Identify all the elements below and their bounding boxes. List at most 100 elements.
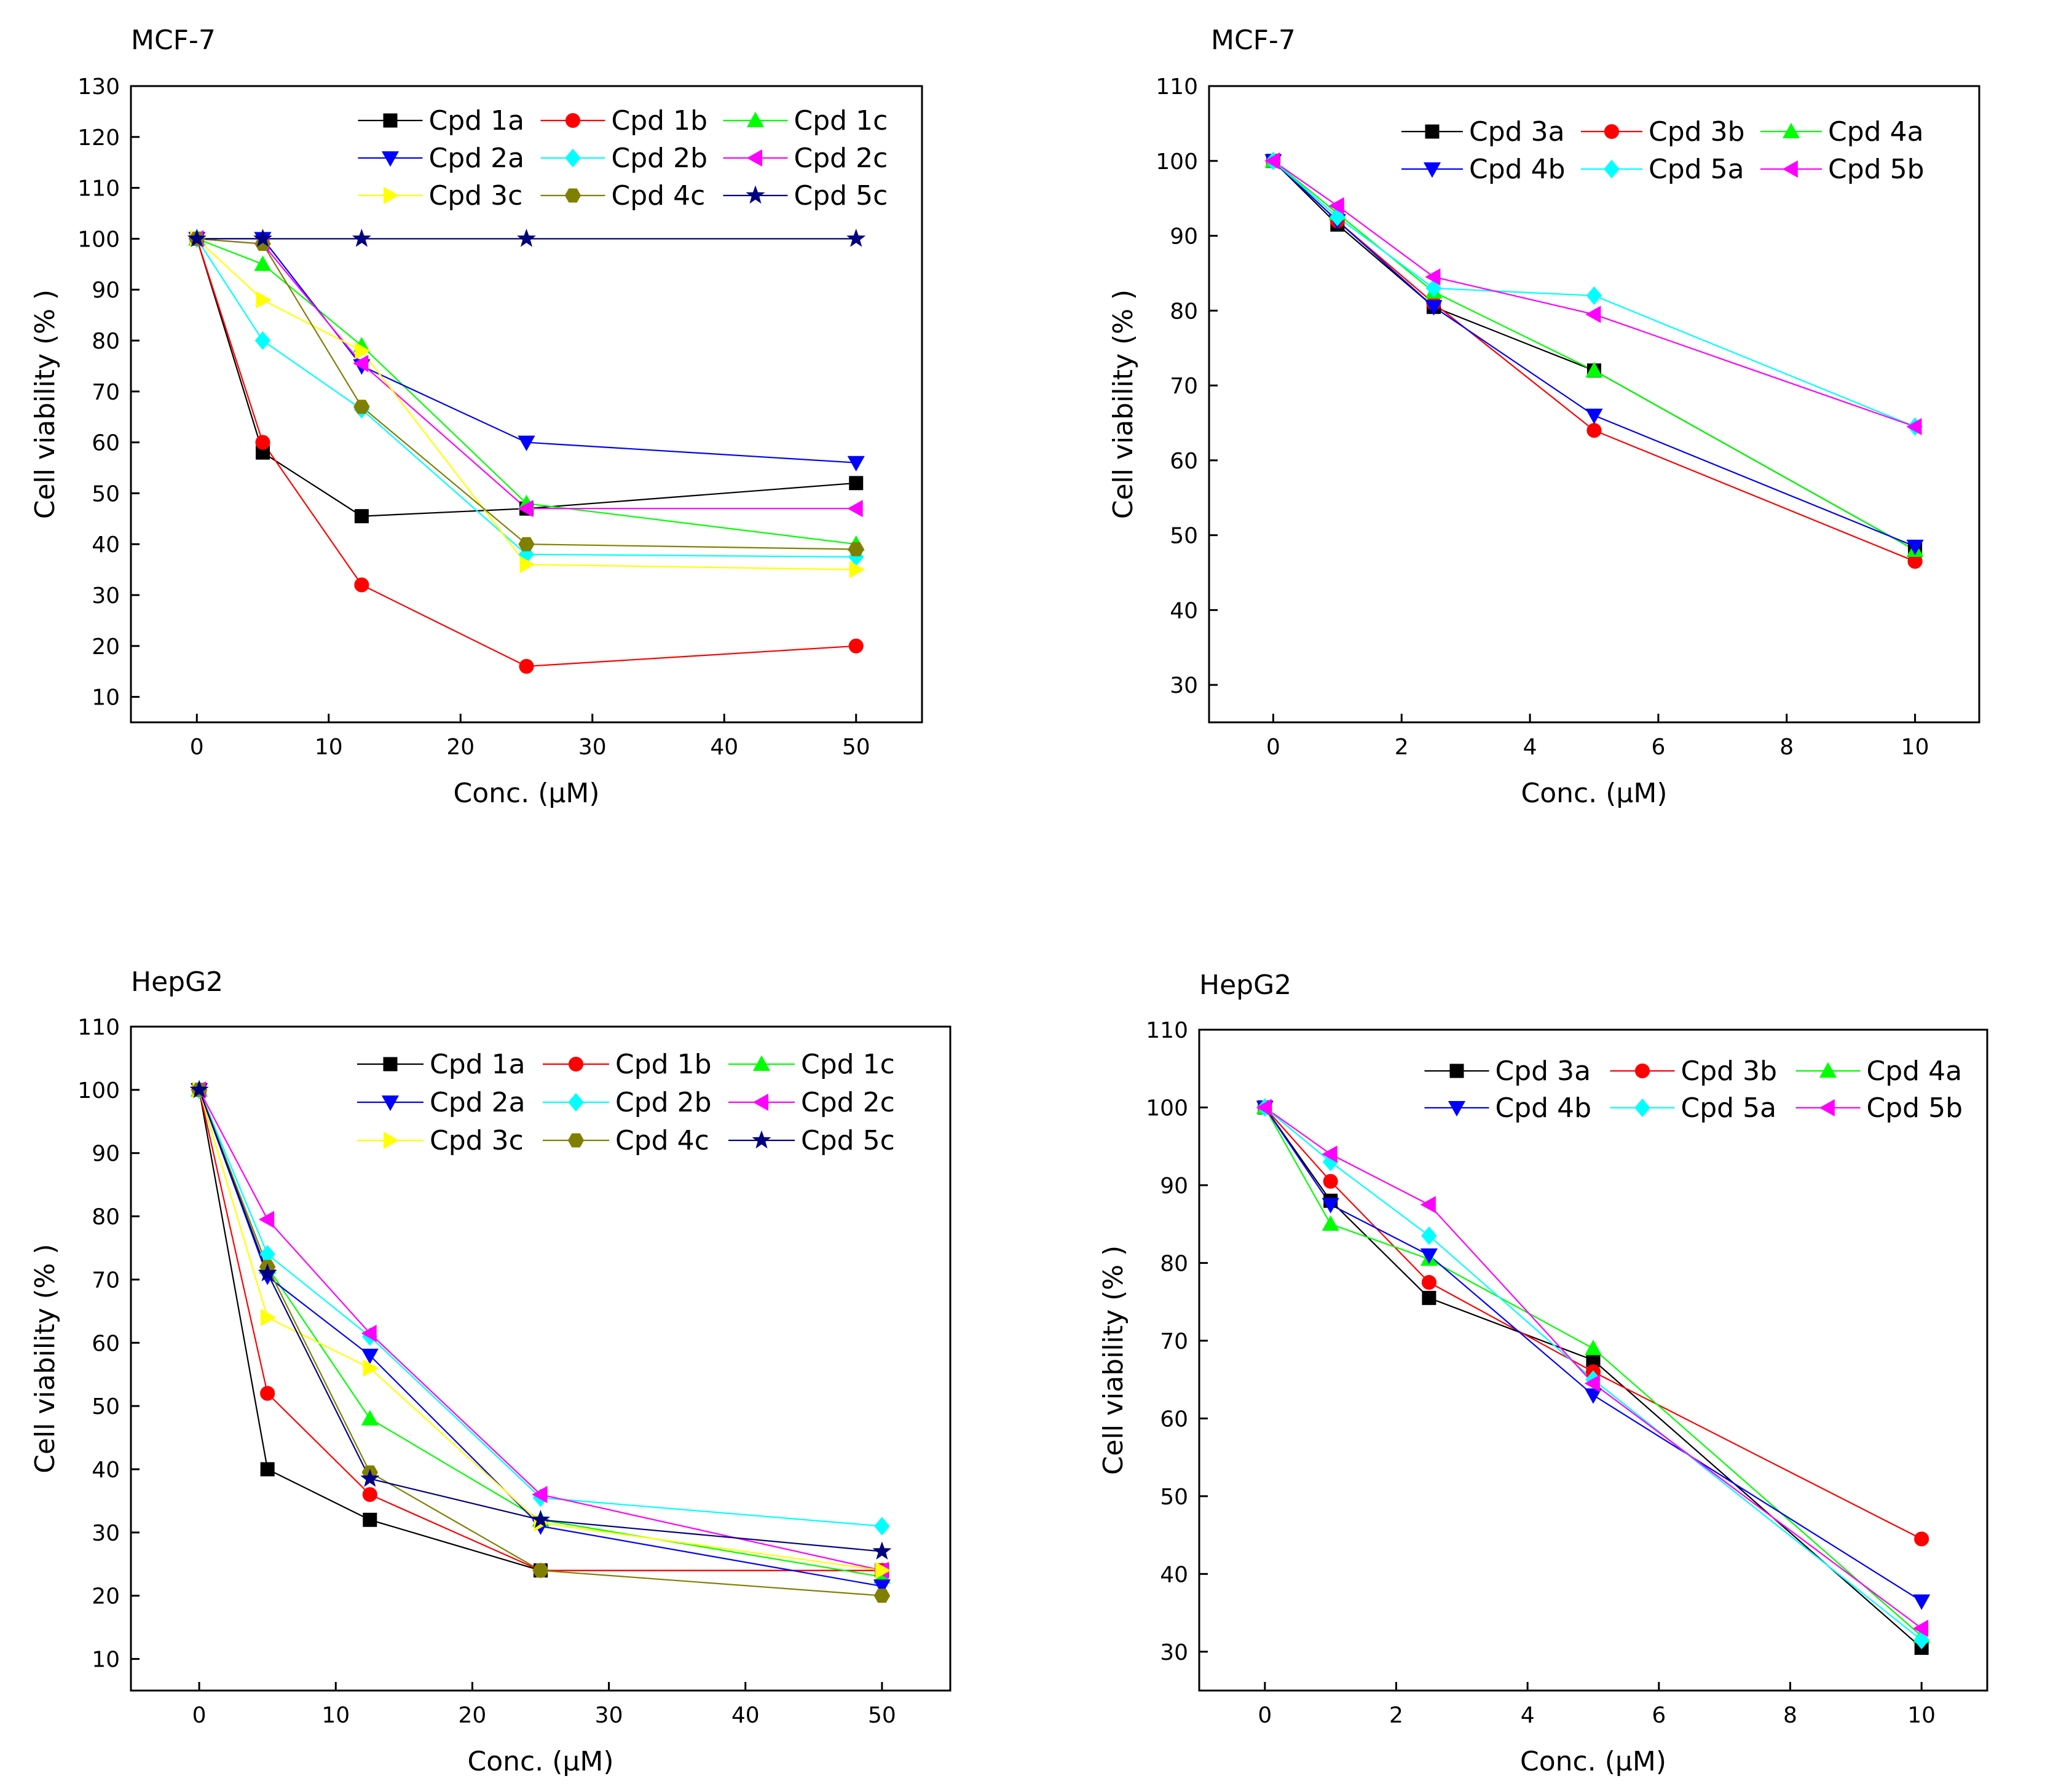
x-tick-label: 2 [1389,1703,1403,1728]
y-tick-label: 110 [77,176,120,202]
x-tick-label: 10 [315,735,343,760]
y-tick-label: 10 [92,685,120,711]
y-tick-label: 110 [1156,74,1198,100]
legend-label: Cpd 3c [429,180,523,211]
plot-frame [130,1025,952,1692]
legend-label: Cpd 5c [794,180,888,211]
legend-label: Cpd 2a [429,143,525,174]
data-point-cpd-4b [1420,1248,1438,1265]
x-tick-label: 2 [1395,735,1409,760]
data-point-cpd-5c [189,1080,209,1099]
legend-marker-cpd-1c [746,111,765,127]
data-point-cpd-5b [1256,1099,1272,1116]
y-tick-label: 110 [77,1015,120,1040]
legend-marker-cpd-4a [1819,1062,1837,1078]
data-point-cpd-5a [1421,1226,1437,1245]
data-point-cpd-4c [532,1563,549,1577]
y-axis-title: Cell viability (% ) [30,290,61,519]
y-tick-label: 50 [92,481,120,507]
y-tick-label: 90 [92,1142,120,1167]
legend-item-cpd-1a: Cpd 1a [357,1049,526,1080]
y-tick-label: 40 [92,1458,120,1483]
y-tick-label: 100 [1146,1095,1188,1121]
legend-label: Cpd 1b [612,105,708,136]
data-point-cpd-1b [255,435,270,450]
legend: Cpd 1a Cpd 1b Cpd 1c Cpd 2a Cpd 2b Cpd 2c Cpd … [357,1049,895,1156]
x-tick-label: 0 [190,735,204,760]
y-tick-label: 80 [92,329,120,354]
x-axis-title: Conc. (μM) [1521,778,1668,809]
y-tick-label: 70 [92,1268,120,1293]
legend-label: Cpd 2a [430,1087,526,1118]
legend-label: Cpd 5c [801,1125,895,1156]
y-tick-label: 20 [92,634,120,660]
data-point-cpd-5a [1586,286,1602,305]
legend-item-cpd-3c: Cpd 3c [357,1125,524,1156]
y-tick-label: 60 [1160,1407,1188,1432]
legend-label: Cpd 1b [615,1049,712,1080]
legend-marker-cpd-3c [384,186,400,205]
data-point-cpd-5c [531,1509,550,1528]
chart-mcf7-cpd-set-1: MCF-7 0 10 20 30 40 50 10 20 30 40 50 60 70 80 90 100 110… [30,25,923,809]
series-line-cpd-3b [1264,1107,1922,1540]
legend-item-cpd-2b: Cpd 2b [540,143,707,174]
legend-item-cpd-3b: Cpd 3b [1610,1056,1777,1087]
series-line-cpd-3c [196,238,856,570]
data-point-cpd-5b [1425,268,1441,286]
y-tick-label: 60 [92,1331,120,1356]
series-line-cpd-2c [197,238,856,510]
legend-marker-cpd-1b [565,112,581,128]
legend-item-cpd-3a: Cpd 3a [1424,1056,1591,1087]
legend-label: Cpd 1c [794,105,888,136]
x-tick-label: 50 [842,735,870,760]
chart-hepg2-cpd-set-1: HepG2 0 10 20 30 40 50 10 20 30 40 50 60 70 80 90 100 110… [30,966,952,1777]
legend-label: Cpd 5a [1649,154,1744,185]
legend-marker-cpd-5b [1782,160,1798,178]
x-axis-title: Conc. (μM) [454,778,600,809]
x-tick-label: 20 [446,735,475,760]
data-point-cpd-3a [1422,1290,1436,1305]
data-point-cpd-5c [846,229,866,247]
data-point-cpd-3c [849,561,865,578]
legend-item-cpd-1b: Cpd 1b [543,1049,712,1080]
y-tick-label: 100 [1156,149,1198,175]
data-point-cpd-3b [1323,1174,1338,1189]
data-point-cpd-5c [872,1541,892,1560]
x-axis-title: Conc. (μM) [1520,1746,1666,1777]
legend-item-cpd-5c: Cpd 5c [728,1125,895,1156]
data-point-cpd-3c [261,1309,277,1327]
legend-item-cpd-3a: Cpd 3a [1401,116,1565,148]
data-point-cpd-5a [1913,1630,1929,1649]
legend-label: Cpd 5b [1828,154,1925,185]
series-line-cpd-1b [196,239,856,668]
data-point-cpd-4b [1425,300,1443,316]
legend-item-cpd-5b: Cpd 5b [1760,154,1925,185]
legend-item-cpd-2a: Cpd 2a [358,143,525,174]
legend-item-cpd-5b: Cpd 5b [1795,1092,1963,1124]
plot-frame [1208,85,1980,724]
legend-marker-cpd-3a [1425,124,1440,139]
y-tick-label: 70 [1170,374,1198,399]
chart-hepg2-cpd-set-2: HepG2 0 2 4 6 8 10 30 40 50 60 70 80 90 100 110 Conc. (μ… [1098,969,1988,1777]
legend-marker-cpd-1c [752,1055,771,1071]
data-point-cpd-2a [847,456,865,472]
y-tick-label: 60 [1170,449,1198,474]
legend-marker-cpd-2a [381,151,400,167]
data-point-cpd-1b [354,577,369,593]
legend-item-cpd-4b: Cpd 4b [1424,1092,1592,1124]
legend-label: Cpd 4c [612,180,706,211]
legend-item-cpd-5c: Cpd 5c [723,180,888,211]
y-tick-label: 120 [77,125,120,151]
legend-label: Cpd 4a [1828,116,1924,148]
legend: Cpd 3a Cpd 3b Cpd 4a Cpd 4b Cpd 5a Cpd 5b [1401,116,1925,185]
x-tick-label: 0 [192,1703,207,1728]
data-point-cpd-3b [1914,1531,1929,1547]
data-point-cpd-5c [187,229,207,247]
data-point-cpd-5b [1328,197,1344,215]
data-point-cpd-1a [849,476,864,491]
legend-label: Cpd 4b [1495,1092,1592,1124]
series-line-cpd-4a [1272,160,1916,551]
y-axis-title: Cell viability (% ) [1098,1245,1129,1475]
legend-item-cpd-1c: Cpd 1c [728,1049,895,1080]
y-tick-label: 40 [1160,1562,1188,1587]
